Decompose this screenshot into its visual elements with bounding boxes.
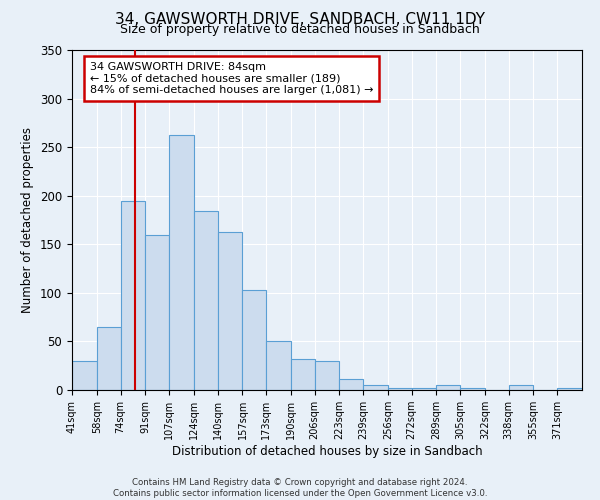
Bar xyxy=(314,361,340,390)
Bar xyxy=(72,361,97,390)
Bar xyxy=(509,385,533,390)
Bar xyxy=(460,388,485,390)
Bar xyxy=(388,388,412,390)
Bar xyxy=(169,136,194,390)
Text: Size of property relative to detached houses in Sandbach: Size of property relative to detached ho… xyxy=(120,22,480,36)
Bar xyxy=(145,234,169,390)
Text: 34, GAWSWORTH DRIVE, SANDBACH, CW11 1DY: 34, GAWSWORTH DRIVE, SANDBACH, CW11 1DY xyxy=(115,12,485,28)
Text: 34 GAWSWORTH DRIVE: 84sqm
← 15% of detached houses are smaller (189)
84% of semi: 34 GAWSWORTH DRIVE: 84sqm ← 15% of detac… xyxy=(90,62,373,95)
Bar xyxy=(436,385,460,390)
Bar xyxy=(242,290,266,390)
Bar xyxy=(194,212,218,390)
Bar xyxy=(340,380,363,390)
Bar xyxy=(97,327,121,390)
X-axis label: Distribution of detached houses by size in Sandbach: Distribution of detached houses by size … xyxy=(172,445,482,458)
Bar xyxy=(412,388,436,390)
Bar xyxy=(291,359,314,390)
Y-axis label: Number of detached properties: Number of detached properties xyxy=(22,127,34,313)
Bar xyxy=(121,200,145,390)
Bar xyxy=(266,342,291,390)
Bar xyxy=(363,385,388,390)
Text: Contains HM Land Registry data © Crown copyright and database right 2024.
Contai: Contains HM Land Registry data © Crown c… xyxy=(113,478,487,498)
Bar xyxy=(218,232,242,390)
Bar xyxy=(557,388,582,390)
